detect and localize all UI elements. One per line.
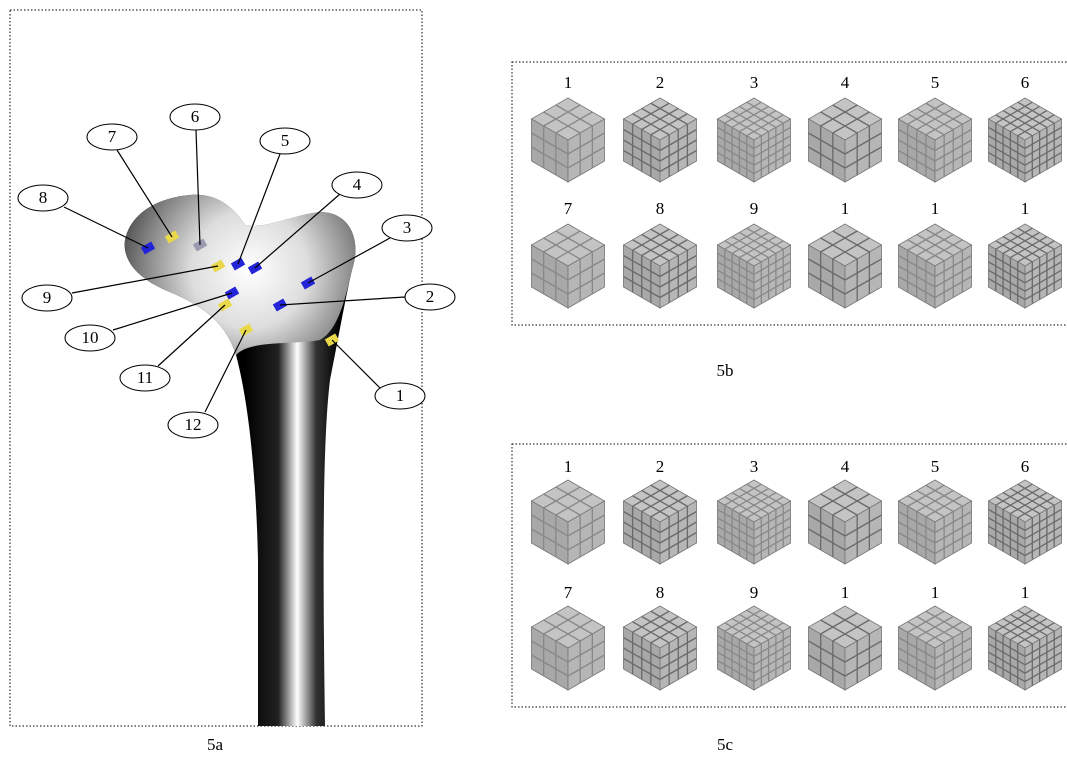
cube-label: 2 xyxy=(656,457,665,476)
lattice-cube xyxy=(717,98,790,182)
cube-label: 1 xyxy=(564,73,573,92)
cube-label: 2 xyxy=(656,73,665,92)
cube-label: 1 xyxy=(564,457,573,476)
lattice-cube xyxy=(988,224,1061,308)
callout-label: 11 xyxy=(137,368,153,387)
leader-line xyxy=(205,330,246,412)
lattice-cube xyxy=(623,98,696,182)
callout-label: 12 xyxy=(185,415,202,434)
lattice-cube xyxy=(898,224,971,308)
cube-label: 6 xyxy=(1021,73,1030,92)
lattice-cube xyxy=(988,606,1061,690)
lattice-cube xyxy=(531,224,604,308)
lattice-cube xyxy=(808,606,881,690)
cube-label: 8 xyxy=(656,583,665,602)
lattice-cube xyxy=(808,98,881,182)
callout-label: 7 xyxy=(108,127,117,146)
cube-label: 9 xyxy=(750,199,759,218)
femur xyxy=(125,195,356,726)
lattice-cube xyxy=(531,606,604,690)
cube-label: 8 xyxy=(656,199,665,218)
lattice-cube xyxy=(531,98,604,182)
lattice-cube xyxy=(717,224,790,308)
callout-label: 3 xyxy=(403,218,412,237)
cube-label: 9 xyxy=(750,583,759,602)
callout-label: 1 xyxy=(396,386,405,405)
callout-label: 9 xyxy=(43,288,52,307)
cube-label: 1 xyxy=(841,199,850,218)
cube-label: 1 xyxy=(1021,199,1030,218)
callout-label: 2 xyxy=(426,287,435,306)
lattice-cube xyxy=(808,480,881,564)
callout-label: 8 xyxy=(39,188,48,207)
page: 5a 5b 5c 1234567891011121234567891111234… xyxy=(0,0,1067,758)
lattice-cube xyxy=(717,480,790,564)
cube-label: 7 xyxy=(564,199,573,218)
lattice-cube xyxy=(898,98,971,182)
lattice-cube xyxy=(988,480,1061,564)
cube-label: 7 xyxy=(564,583,573,602)
cube-label: 1 xyxy=(931,199,940,218)
lattice-cube xyxy=(808,224,881,308)
lattice-cube xyxy=(623,480,696,564)
lattice-cube xyxy=(898,480,971,564)
cube-label: 4 xyxy=(841,73,850,92)
callout-label: 10 xyxy=(82,328,99,347)
lattice-cube xyxy=(898,606,971,690)
lattice-cube xyxy=(623,606,696,690)
caption: 5c xyxy=(717,735,734,754)
callout-label: 5 xyxy=(281,131,290,150)
cube-label: 1 xyxy=(931,583,940,602)
leader-line xyxy=(158,305,225,366)
cube-label: 3 xyxy=(750,457,759,476)
lattice-cube xyxy=(717,606,790,690)
cube-label: 4 xyxy=(841,457,850,476)
callout-label: 6 xyxy=(191,107,200,126)
lattice-cube xyxy=(988,98,1061,182)
caption: 5b xyxy=(717,361,734,380)
lattice-cube xyxy=(531,480,604,564)
cube-label: 6 xyxy=(1021,457,1030,476)
cube-label: 1 xyxy=(841,583,850,602)
lattice-cube xyxy=(623,224,696,308)
callout-label: 4 xyxy=(353,175,362,194)
caption: 5a xyxy=(207,735,224,754)
cube-label: 3 xyxy=(750,73,759,92)
cube-label: 5 xyxy=(931,73,940,92)
leader-line xyxy=(332,340,380,388)
cube-label: 1 xyxy=(1021,583,1030,602)
cube-label: 5 xyxy=(931,457,940,476)
figure: 5a 5b 5c 1234567891011121234567891111234… xyxy=(0,0,1067,758)
